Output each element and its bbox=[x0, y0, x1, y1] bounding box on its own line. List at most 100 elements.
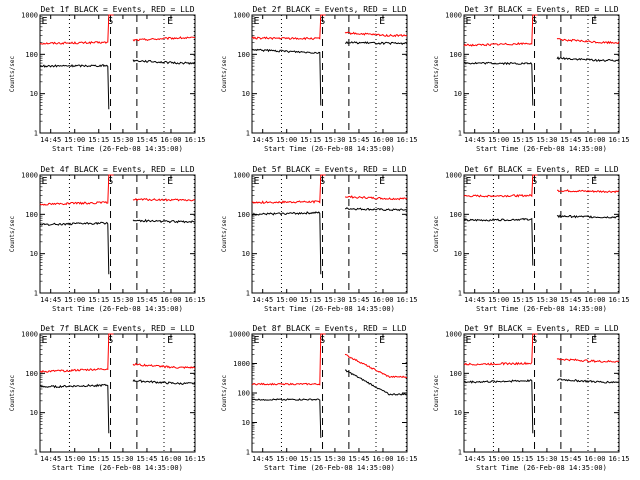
events-series-line bbox=[556, 56, 620, 62]
plot-frame bbox=[251, 14, 408, 134]
event-marker: E bbox=[591, 335, 597, 346]
y-tick-label: 100 bbox=[449, 211, 462, 219]
x-axis-label: Start Time (26-Feb-08 14:35:00) bbox=[264, 145, 395, 153]
events-series-line bbox=[132, 59, 196, 65]
y-tick-label: 1000 bbox=[233, 360, 250, 368]
x-tick-label: 16:15 bbox=[396, 296, 417, 304]
y-tick-label: 1000 bbox=[445, 12, 462, 20]
x-tick-label: 15:45 bbox=[560, 296, 581, 304]
event-marker: E bbox=[591, 16, 597, 27]
lld-series-line bbox=[463, 333, 538, 366]
x-tick-label: 15:00 bbox=[276, 455, 297, 463]
x-tick-label: 15:45 bbox=[348, 296, 369, 304]
y-tick-label: 10 bbox=[242, 419, 250, 427]
event-marker: E bbox=[465, 176, 471, 187]
x-tick-label: 15:00 bbox=[488, 296, 509, 304]
x-tick-label: 15:00 bbox=[276, 296, 297, 304]
x-tick-label: 16:15 bbox=[396, 455, 417, 463]
events-series-line bbox=[344, 207, 408, 212]
y-tick-label: 1 bbox=[246, 449, 250, 457]
event-marker: E bbox=[41, 176, 47, 187]
y-tick-label: 10 bbox=[30, 250, 38, 258]
y-tick-label: 10 bbox=[242, 250, 250, 258]
x-axis-label: Start Time (26-Feb-08 14:35:00) bbox=[52, 145, 183, 153]
y-tick-label: 100 bbox=[25, 51, 38, 59]
event-marker: E bbox=[41, 16, 47, 27]
saa-marker: S bbox=[107, 176, 113, 187]
events-series-line bbox=[39, 383, 110, 434]
x-tick-label: 15:45 bbox=[560, 455, 581, 463]
events-series-line bbox=[39, 63, 110, 110]
x-tick-label: 16:00 bbox=[372, 296, 393, 304]
x-tick-label: 15:30 bbox=[112, 455, 133, 463]
lld-series-line bbox=[463, 14, 538, 47]
panel-title: Det 9f BLACK = Events, RED = LLD bbox=[464, 324, 618, 333]
plot-frame bbox=[39, 14, 196, 134]
y-tick-label: 1000 bbox=[21, 12, 38, 20]
x-tick-label: 15:45 bbox=[136, 455, 157, 463]
x-tick-label: 16:00 bbox=[160, 296, 181, 304]
x-tick-label: 14:45 bbox=[40, 296, 61, 304]
x-tick-label: 15:15 bbox=[512, 455, 533, 463]
y-tick-label: 1 bbox=[34, 290, 38, 298]
saa-marker: S bbox=[107, 16, 113, 27]
x-tick-label: 15:15 bbox=[300, 136, 321, 144]
lld-series-line bbox=[251, 14, 326, 41]
x-tick-label: 16:00 bbox=[372, 455, 393, 463]
x-tick-label: 15:30 bbox=[324, 136, 345, 144]
x-tick-label: 14:45 bbox=[252, 455, 273, 463]
x-tick-label: 15:00 bbox=[488, 136, 509, 144]
lld-series-line bbox=[132, 362, 196, 370]
y-tick-label: 100 bbox=[25, 211, 38, 219]
x-tick-label: 16:00 bbox=[584, 455, 605, 463]
lld-series-line bbox=[557, 189, 620, 194]
lld-series-line bbox=[556, 358, 620, 363]
x-tick-label: 15:30 bbox=[112, 136, 133, 144]
saa-marker: S bbox=[531, 335, 537, 346]
panel-title: Det 7f BLACK = Events, RED = LLD bbox=[40, 324, 194, 333]
saa-marker: S bbox=[319, 16, 325, 27]
saa-marker: S bbox=[531, 16, 537, 27]
x-axis-label: Start Time (26-Feb-08 14:35:00) bbox=[476, 305, 607, 313]
x-tick-label: 15:00 bbox=[488, 455, 509, 463]
event-marker: E bbox=[379, 176, 385, 187]
event-marker: E bbox=[167, 176, 173, 187]
x-tick-label: 16:00 bbox=[584, 136, 605, 144]
x-axis-label: Start Time (26-Feb-08 14:35:00) bbox=[52, 305, 183, 313]
plot-frame bbox=[251, 174, 408, 294]
events-series-line bbox=[251, 211, 322, 275]
y-axis-label: Counts/sec bbox=[221, 56, 228, 93]
event-marker: E bbox=[253, 176, 259, 187]
x-tick-label: 14:45 bbox=[252, 296, 273, 304]
events-series-line bbox=[132, 218, 196, 224]
lld-series-line bbox=[556, 37, 620, 45]
y-axis-label: Counts/sec bbox=[221, 216, 228, 253]
x-tick-label: 16:15 bbox=[608, 296, 629, 304]
y-axis-label: Counts/sec bbox=[433, 56, 440, 93]
event-marker: E bbox=[253, 335, 259, 346]
event-marker: E bbox=[167, 16, 173, 27]
y-tick-label: 1 bbox=[34, 130, 38, 138]
x-tick-label: 15:00 bbox=[64, 296, 85, 304]
saa-marker: S bbox=[107, 335, 113, 346]
saa-marker: S bbox=[319, 335, 325, 346]
x-tick-label: 16:00 bbox=[372, 136, 393, 144]
y-tick-label: 100 bbox=[449, 51, 462, 59]
x-tick-label: 15:45 bbox=[348, 136, 369, 144]
y-tick-label: 1 bbox=[246, 290, 250, 298]
x-tick-label: 16:15 bbox=[396, 136, 417, 144]
x-tick-label: 14:45 bbox=[252, 136, 273, 144]
lld-series-line bbox=[132, 36, 196, 42]
saa-marker: S bbox=[531, 176, 537, 187]
x-tick-label: 16:15 bbox=[608, 455, 629, 463]
x-tick-label: 14:45 bbox=[40, 136, 61, 144]
x-tick-label: 16:00 bbox=[160, 455, 181, 463]
x-tick-label: 15:15 bbox=[88, 136, 109, 144]
x-tick-label: 15:45 bbox=[348, 455, 369, 463]
y-tick-label: 10 bbox=[242, 90, 250, 98]
y-tick-label: 100 bbox=[237, 211, 250, 219]
y-tick-label: 10 bbox=[30, 409, 38, 417]
x-tick-label: 15:15 bbox=[88, 296, 109, 304]
lld-series-line bbox=[463, 174, 538, 198]
x-tick-label: 15:00 bbox=[64, 455, 85, 463]
